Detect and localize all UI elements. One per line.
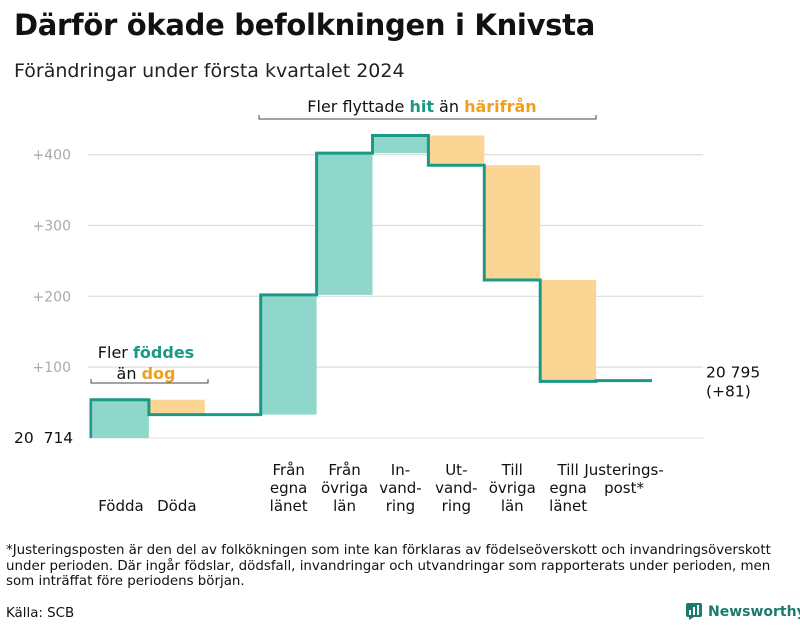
end-value-label: (+81) [706,383,751,401]
category-label: vand- [379,479,422,497]
annotation-births-line: Fler föddes [98,343,194,362]
bar-increase [372,135,429,154]
bar-decrease [148,399,205,415]
category-label: Till [501,461,523,479]
annotation-plain-text: Fler flyttade [307,97,409,116]
annotation-teal-text: hit [409,97,434,116]
annotation-births-line: än dog [117,364,176,383]
annotation-migration-line: Fler flyttade hit än härifrån [307,97,536,116]
footnote: *Justeringsposten är den del av folkökni… [6,543,771,589]
category-label: Ut- [445,461,467,479]
category-label: ring [386,497,415,515]
category-label: In- [391,461,410,479]
annotation-orange-text: härifrån [464,97,537,116]
chart-subtitle: Förändringar under första kvartalet 2024 [14,60,405,82]
category-label: Från [328,461,360,479]
y-tick-label: +400 [33,148,71,164]
category-label: övriga [489,479,536,497]
category-label: post* [604,479,644,497]
category-label: egna [270,479,307,497]
chart-title: Därför ökade befolkningen i Knivsta [14,8,595,42]
start-value-label: 20 714 [14,429,73,447]
annotation-plain-text: än [434,97,464,116]
y-tick-label: +100 [33,360,71,376]
category-label: vand- [435,479,478,497]
brand-logo: Newsworthy [686,603,800,620]
category-label: egna [549,479,586,497]
bar-increase [93,399,149,438]
bar-decrease [540,280,597,382]
migration-bracket [258,115,597,120]
annotation-orange-text: dog [142,364,176,383]
category-label: Från [272,461,304,479]
bar-increase [316,153,373,295]
waterfall-chart: +100 +200 +300 +400 Fler föddes än dog Fler f… [14,97,760,515]
annotation-plain-text: än [117,364,142,383]
category-label: ring [442,497,471,515]
bar-decrease [428,135,485,166]
annotation-plain-text: Fler [98,343,133,362]
brand-name: Newsworthy [708,603,800,620]
category-label: län [333,497,356,515]
category-label: Till [557,461,579,479]
category-label: Födda [98,497,144,515]
births-bracket [90,379,209,384]
category-label: övriga [321,479,368,497]
category-label: länet [270,497,308,515]
annotation-teal-text: föddes [133,343,194,362]
y-tick-label: +300 [33,218,71,234]
end-value-label: 20 795 [706,364,760,382]
category-label: Justerings- [583,461,663,479]
bar-decrease [484,165,541,281]
cumulative-step-line [89,133,652,438]
bar-increase [260,294,317,415]
source-note: Källa: SCB [6,606,75,621]
category-label: länet [549,497,587,515]
category-label: Döda [157,497,196,515]
newsworthy-logo-icon [686,603,702,620]
y-tick-label: +200 [33,289,71,305]
category-label: län [501,497,524,515]
